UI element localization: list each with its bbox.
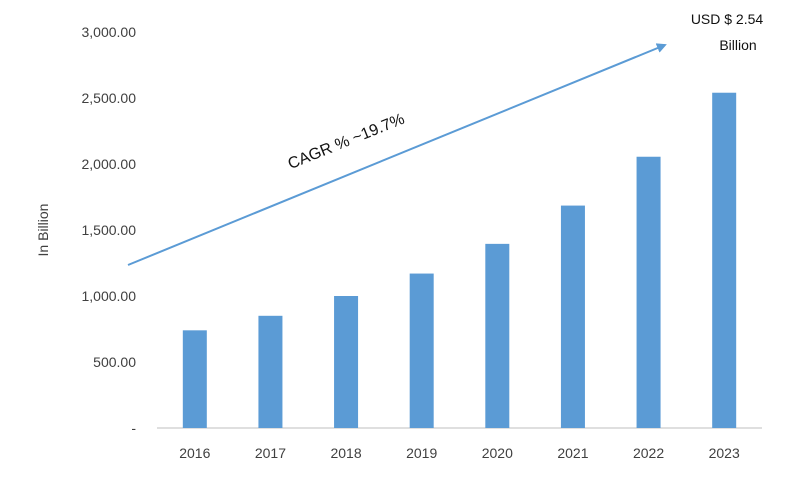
- bar-2019: [409, 273, 434, 428]
- bar-series: [182, 92, 737, 429]
- bar-2020: [485, 243, 510, 428]
- x-tick-label: 2022: [633, 445, 664, 461]
- x-tick-label: 2021: [557, 445, 588, 461]
- bar-2023: [712, 92, 737, 428]
- y-tick-label: 1,000.00: [82, 288, 137, 304]
- bar-2021: [560, 205, 585, 428]
- bar-2017: [258, 315, 283, 428]
- y-tick-label: 2,000.00: [82, 156, 137, 172]
- callout-value-line2: Billion: [719, 37, 756, 53]
- y-tick-label: 500.00: [93, 354, 136, 370]
- callout-value-line1: USD $ 2.54: [691, 11, 764, 27]
- y-axis-ticks: - 500.00 1,000.00 1,500.00 2,000.00 2,500.00 3…: [82, 24, 137, 436]
- x-tick-label: 2019: [406, 445, 437, 461]
- x-tick-label: 2017: [255, 445, 286, 461]
- bar-2018: [334, 296, 359, 428]
- y-tick-label: 1,500.00: [82, 222, 137, 238]
- x-axis-ticks: 2016 2017 2018 2019 2020 2021 2022 2023: [179, 445, 740, 461]
- cagr-label: CAGR % ~19.7%: [286, 111, 407, 173]
- y-axis-title: In Billion: [35, 204, 51, 257]
- y-tick-label: -: [131, 420, 136, 436]
- x-tick-label: 2018: [330, 445, 361, 461]
- bar-2016: [182, 330, 207, 428]
- cagr-arrow: [127, 43, 667, 266]
- x-tick-label: 2016: [179, 445, 210, 461]
- y-tick-label: 2,500.00: [82, 90, 137, 106]
- x-tick-label: 2020: [482, 445, 513, 461]
- y-tick-label: 3,000.00: [82, 24, 137, 40]
- bar-2022: [636, 156, 661, 429]
- x-tick-label: 2023: [709, 445, 740, 461]
